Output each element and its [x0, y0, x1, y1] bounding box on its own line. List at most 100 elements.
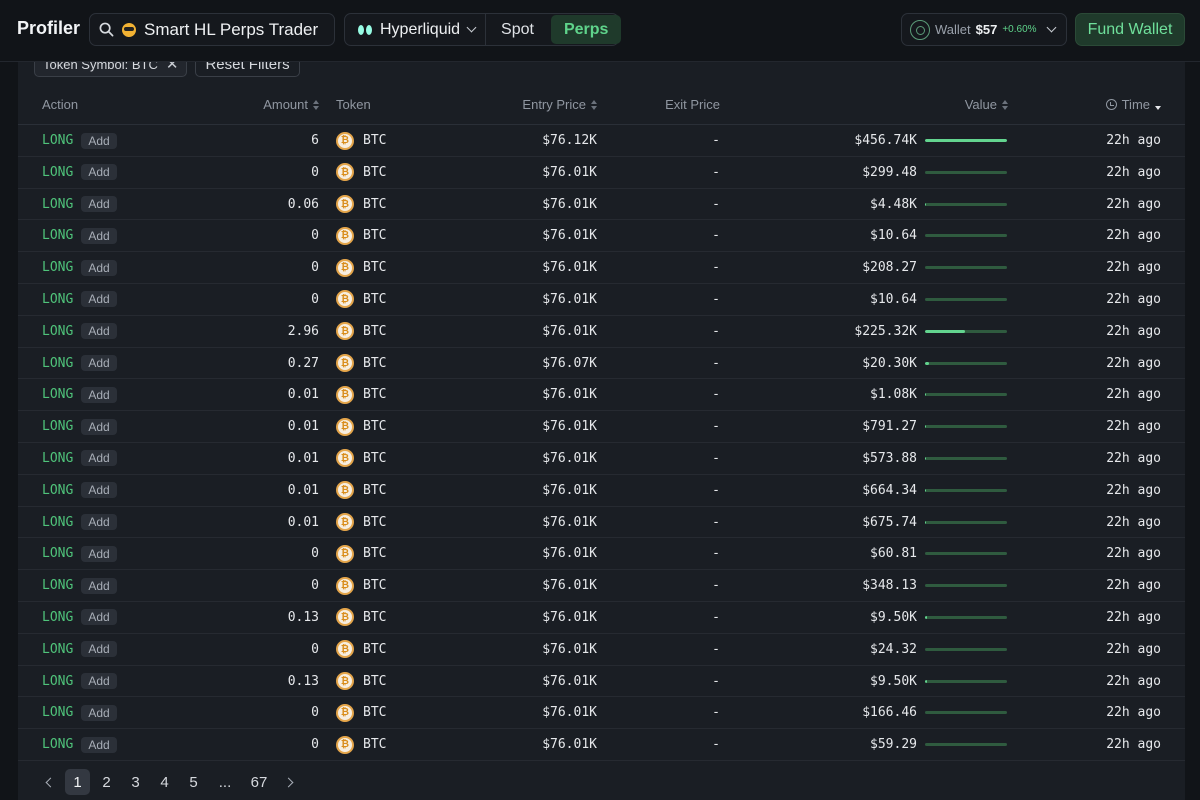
column-action-label: Action: [42, 97, 78, 112]
column-time[interactable]: Time: [1106, 97, 1161, 112]
action-type-badge: Add: [81, 419, 116, 435]
tab-perps[interactable]: Perps: [551, 15, 621, 44]
token-cell[interactable]: ₿ BTC: [336, 507, 386, 538]
side-label: LONG: [42, 578, 73, 593]
page-button[interactable]: 5: [181, 769, 206, 795]
page-button[interactable]: 2: [94, 769, 119, 795]
bitcoin-icon: ₿: [336, 290, 354, 308]
next-page-button[interactable]: [278, 769, 303, 795]
column-exit-price: Exit Price: [665, 97, 720, 112]
value-bar-track: [925, 266, 1007, 269]
token-cell[interactable]: ₿BTC: [336, 602, 386, 633]
side-label: LONG: [42, 705, 73, 720]
value-bar-track: [925, 457, 1007, 460]
amount-cell: 0.01: [288, 411, 319, 442]
amount-cell: 0.13: [288, 602, 319, 633]
token-cell[interactable]: ₿BTC: [336, 443, 386, 474]
column-amount[interactable]: Amount: [263, 97, 319, 112]
time-cell: 22h ago: [1106, 443, 1161, 474]
token-cell[interactable]: ₿BTC: [336, 697, 386, 728]
token-cell[interactable]: ₿BTC: [336, 475, 386, 506]
token-cell[interactable]: ₿BTC: [336, 538, 386, 569]
value-cell: $456.74K: [854, 125, 917, 156]
time-cell: 22h ago: [1106, 697, 1161, 728]
token-symbol: BTC: [363, 228, 386, 243]
app-brand[interactable]: Profiler: [17, 18, 80, 39]
token-cell[interactable]: ₿BTC: [336, 189, 386, 220]
token-cell[interactable]: ₿ BTC: [336, 220, 386, 251]
action-type-badge: Add: [81, 323, 116, 339]
page-button[interactable]: 1: [65, 769, 90, 795]
bitcoin-icon: ₿: [336, 513, 354, 531]
action-type-badge: Add: [81, 578, 116, 594]
value-bar: [925, 602, 1007, 633]
bitcoin-icon: ₿: [336, 163, 354, 181]
value-cell: $675.74: [862, 507, 917, 538]
entry-price-cell: $76.01K: [542, 252, 597, 283]
chain-dropdown[interactable]: Hyperliquid: [345, 14, 486, 45]
prev-page-button[interactable]: [36, 769, 61, 795]
clock-icon: [1106, 99, 1117, 110]
amount-cell: 0.06: [288, 189, 319, 220]
token-symbol: BTC: [363, 419, 386, 434]
amount-cell: 6: [311, 125, 319, 156]
value-cell: $9.50K: [870, 666, 917, 697]
value-bar-fill: [925, 616, 927, 619]
side-label: LONG: [42, 292, 73, 307]
token-cell[interactable]: ₿BTC: [336, 348, 386, 379]
token-cell[interactable]: ₿BTC: [336, 570, 386, 601]
token-cell[interactable]: ₿BTC: [336, 157, 386, 188]
token-cell[interactable]: ₿BTC: [336, 316, 386, 347]
column-entry-price[interactable]: Entry Price: [522, 97, 597, 112]
column-value[interactable]: Value: [965, 97, 1008, 112]
value-bar-track: [925, 393, 1007, 396]
action-type-badge: Add: [81, 673, 116, 689]
page-button[interactable]: 67: [244, 769, 274, 795]
token-cell[interactable]: ₿BTC: [336, 666, 386, 697]
action-type-badge: Add: [81, 482, 116, 498]
wallet-dropdown[interactable]: Wallet $57 +0.60%: [901, 13, 1067, 46]
token-cell[interactable]: ₿BTC: [336, 411, 386, 442]
page-button[interactable]: 4: [152, 769, 177, 795]
token-cell[interactable]: ₿BTC: [336, 125, 386, 156]
fund-wallet-button[interactable]: Fund Wallet: [1075, 13, 1185, 46]
value-bar: [925, 475, 1007, 506]
token-cell[interactable]: ₿BTC: [336, 379, 386, 410]
action-type-badge: Add: [81, 737, 116, 753]
token-cell[interactable]: ₿BTC: [336, 729, 386, 760]
token-symbol: BTC: [363, 515, 386, 530]
token-cell[interactable]: ₿BTC: [336, 252, 386, 283]
tab-spot[interactable]: Spot: [488, 15, 547, 44]
token-cell[interactable]: ₿BTC: [336, 284, 386, 315]
bitcoin-icon: ₿: [336, 227, 354, 245]
profile-search[interactable]: Smart HL Perps Trader: [89, 13, 335, 46]
column-time-label: Time: [1122, 97, 1150, 112]
page-button[interactable]: 3: [123, 769, 148, 795]
token-cell[interactable]: ₿BTC: [336, 634, 386, 665]
search-label: Smart HL Perps Trader: [144, 20, 318, 40]
exit-price-cell: -: [712, 729, 720, 760]
